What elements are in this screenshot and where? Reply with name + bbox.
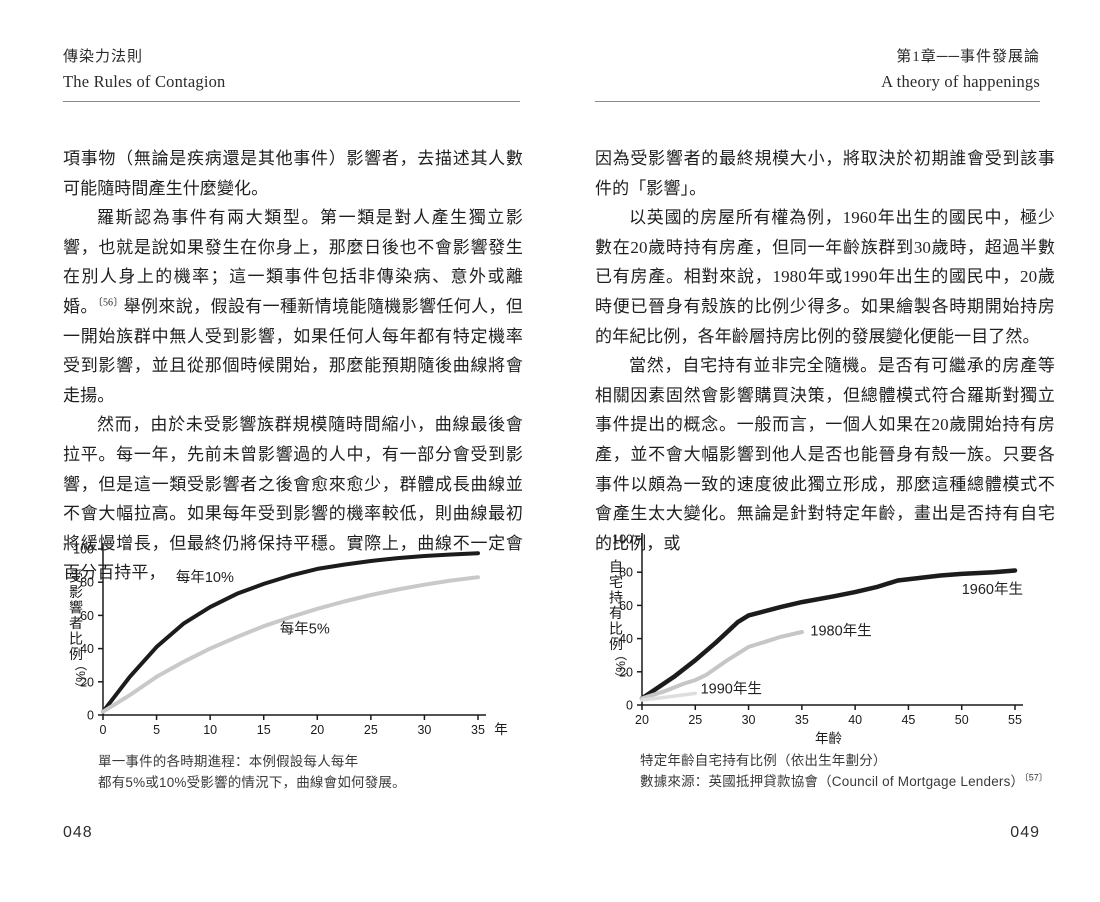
x-tick-label: 15 xyxy=(257,723,271,737)
x-tick-label: 35 xyxy=(471,723,485,737)
caption-source-text: 數據來源：英國抵押貸款協會（Council of Mortgage Lender… xyxy=(640,774,1025,789)
y-tick-label: 60 xyxy=(80,609,94,623)
footnote-ref-57: 〔57〕 xyxy=(1024,772,1048,783)
chapter-title-en: A theory of happenings xyxy=(881,72,1040,91)
y-tick-label: 40 xyxy=(619,632,633,646)
chart-caption-right: 特定年齡自宅持有比例（依出生年劃分） 數據來源：英國抵押貸款協會（Council… xyxy=(640,750,1048,792)
y-axis-label-char: 受 xyxy=(69,569,83,585)
caption-line: 數據來源：英國抵押貸款協會（Council of Mortgage Lender… xyxy=(640,771,1048,792)
y-tick-label: 20 xyxy=(80,675,94,689)
x-tick-label: 20 xyxy=(310,723,324,737)
series-label: 每年10% xyxy=(176,569,234,586)
series-line xyxy=(101,575,480,714)
body-text-left: 項事物（無論是疾病還是其他事件）影響者，去描述其人數可能隨時間產生什麼變化。 羅… xyxy=(63,144,523,588)
x-tick-label: 45 xyxy=(901,713,915,727)
paragraph-text: 羅斯認為事件有兩大類型。第一類是對人產生獨立影響，也就是說如果發生在你身上，那麼… xyxy=(63,208,523,316)
y-tick-label: 0 xyxy=(87,709,94,723)
header-right: 第1章──事件發展論 A theory of happenings xyxy=(881,47,1040,93)
caption-line: 特定年齡自宅持有比例（依出生年劃分） xyxy=(640,753,887,768)
body-paragraph: 然而，由於未受影響族群規模隨時間縮小，曲線最後會拉平。每一年，先前未曾影響過的人… xyxy=(63,415,523,583)
x-tick-label: 10 xyxy=(203,723,217,737)
x-axis-label: 年齡 xyxy=(815,731,842,746)
chart-caption-left: 單一事件的各時期進程：本例假設每人每年 都有5%或10%受影響的情況下，曲線會如… xyxy=(98,751,406,793)
x-tick-label: 25 xyxy=(364,723,378,737)
y-axis-label-char: 例 xyxy=(69,646,83,662)
x-tick-label: 30 xyxy=(417,723,431,737)
series-label: 1960年生 xyxy=(962,581,1023,598)
x-tick-label: 0 xyxy=(100,723,107,737)
book-title-en: The Rules of Contagion xyxy=(63,72,226,91)
x-tick-label: 5 xyxy=(153,723,160,737)
caption-line: 都有5%或10%受影響的情況下，曲線會如何發展。 xyxy=(98,775,406,790)
header-rule-right xyxy=(595,101,1040,102)
y-tick-label: 40 xyxy=(80,642,94,656)
y-axis-label-char: 有 xyxy=(609,605,623,621)
caption-line: 單一事件的各時期進程：本例假設每人每年 xyxy=(98,754,359,769)
series-line xyxy=(101,551,480,714)
series-line xyxy=(640,630,804,701)
body-text-right: 因為受影響者的最終規模大小，將取決於初期誰會受到該事件的「影響」。 以英國的房屋… xyxy=(595,144,1055,558)
page-number-left: 048 xyxy=(63,824,93,841)
series-label: 1980年生 xyxy=(810,622,871,639)
x-tick-label: 55 xyxy=(1008,713,1022,727)
body-paragraph: 因為受影響者的最終規模大小，將取決於初期誰會受到該事件的「影響」。 xyxy=(595,149,1055,198)
x-axis-unit: 年 xyxy=(494,722,508,737)
header-left: 傳染力法則 The Rules of Contagion xyxy=(63,47,226,93)
y-axis-label-char: 響 xyxy=(69,600,83,616)
y-tick-label: 80 xyxy=(619,566,633,580)
body-paragraph: 羅斯認為事件有兩大類型。第一類是對人產生獨立影響，也就是說如果發生在你身上，那麼… xyxy=(63,203,523,410)
y-axis-label-char: 持 xyxy=(609,590,623,606)
x-tick-label: 50 xyxy=(955,713,969,727)
series-line xyxy=(640,691,698,702)
x-tick-label: 35 xyxy=(795,713,809,727)
body-paragraph: 項事物（無論是疾病還是其他事件）影響者，去描述其人數可能隨時間產生什麼變化。 xyxy=(63,149,523,198)
book-title-zh: 傳染力法則 xyxy=(63,49,144,65)
y-axis-unit: （%） xyxy=(613,648,627,684)
y-axis-label-char: 宅 xyxy=(609,574,623,590)
series-line xyxy=(639,568,1018,701)
chapter-title-zh: 第1章──事件發展論 xyxy=(896,49,1040,65)
y-axis-label-char: 比 xyxy=(69,631,83,647)
y-tick-label: 60 xyxy=(619,599,633,613)
y-axis-unit: （%） xyxy=(73,658,87,694)
page-number-right: 049 xyxy=(1010,824,1040,841)
y-tick-label: 20 xyxy=(619,665,633,679)
y-axis-label-char: 影 xyxy=(69,584,83,600)
x-tick-label: 30 xyxy=(742,713,756,727)
x-tick-label: 20 xyxy=(635,713,649,727)
body-paragraph: 以英國的房屋所有權為例，1960年出生的國民中，極少數在20歲時持有房產，但同一… xyxy=(595,208,1055,346)
footnote-ref-56: 〔56〕 xyxy=(97,297,124,309)
y-tick-label: 0 xyxy=(626,699,633,713)
x-tick-label: 40 xyxy=(848,713,862,727)
y-axis-label-char: 者 xyxy=(69,615,83,631)
y-axis-label-char: 例 xyxy=(609,636,623,652)
y-tick-label: 100 xyxy=(612,533,633,547)
x-tick-label: 25 xyxy=(688,713,702,727)
paragraph-text: 舉例來說，假設有一種新情境能隨機影響任何人，但一開始族群中無人受到影響，如果任何… xyxy=(63,296,524,405)
y-tick-label: 80 xyxy=(80,576,94,590)
y-axis-label-char: 自 xyxy=(609,559,623,575)
y-tick-label: 100 xyxy=(73,543,94,557)
body-paragraph: 當然，自宅持有並非完全隨機。是否有可繼承的房產等相關因素固然會影響購買決策，但總… xyxy=(595,356,1055,553)
y-axis-label-char: 比 xyxy=(609,621,623,637)
series-label: 1990年生 xyxy=(701,680,762,697)
series-label: 每年5% xyxy=(280,621,330,638)
header-rule-left xyxy=(63,101,520,102)
